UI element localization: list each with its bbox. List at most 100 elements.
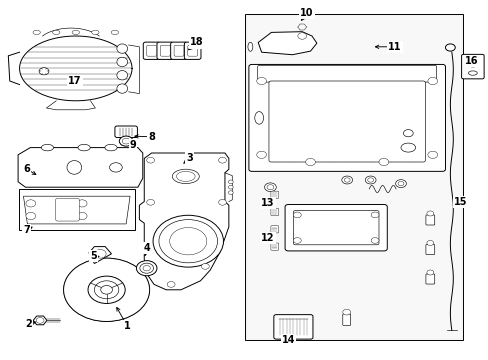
Circle shape (427, 77, 437, 85)
Ellipse shape (104, 144, 117, 151)
Ellipse shape (143, 266, 150, 271)
Circle shape (344, 178, 349, 182)
Circle shape (228, 191, 233, 194)
Text: 6: 6 (23, 164, 30, 174)
Ellipse shape (78, 144, 90, 151)
Ellipse shape (117, 71, 127, 80)
Circle shape (26, 200, 36, 207)
Ellipse shape (91, 30, 99, 35)
Text: 12: 12 (261, 233, 274, 243)
Text: 4: 4 (143, 243, 150, 253)
Text: 7: 7 (23, 225, 30, 235)
FancyBboxPatch shape (270, 243, 278, 250)
Ellipse shape (117, 84, 127, 93)
Text: 5: 5 (90, 251, 97, 261)
FancyBboxPatch shape (115, 126, 137, 138)
Circle shape (119, 136, 133, 146)
Circle shape (88, 276, 125, 303)
Circle shape (256, 151, 266, 158)
Circle shape (370, 212, 378, 218)
Circle shape (403, 130, 412, 137)
Text: 3: 3 (186, 153, 193, 163)
Ellipse shape (140, 263, 153, 273)
Ellipse shape (400, 143, 415, 152)
Circle shape (63, 258, 149, 321)
Text: 16: 16 (464, 56, 478, 66)
FancyBboxPatch shape (257, 66, 436, 82)
Ellipse shape (117, 57, 127, 67)
Polygon shape (20, 36, 132, 101)
Circle shape (218, 199, 226, 205)
Circle shape (218, 157, 226, 163)
Circle shape (36, 318, 44, 323)
FancyBboxPatch shape (293, 211, 378, 245)
Polygon shape (33, 316, 47, 325)
Circle shape (427, 151, 437, 158)
Circle shape (256, 77, 266, 85)
Bar (19, 189, 135, 230)
Text: 17: 17 (68, 76, 81, 86)
Circle shape (365, 176, 375, 184)
FancyBboxPatch shape (146, 45, 156, 56)
Circle shape (26, 212, 36, 220)
Ellipse shape (53, 30, 60, 35)
FancyBboxPatch shape (187, 45, 197, 56)
Polygon shape (89, 247, 111, 264)
FancyBboxPatch shape (425, 215, 434, 225)
Ellipse shape (468, 71, 476, 75)
Polygon shape (258, 32, 316, 55)
Circle shape (109, 163, 122, 172)
FancyBboxPatch shape (248, 64, 445, 171)
Polygon shape (23, 196, 130, 224)
FancyBboxPatch shape (270, 226, 278, 233)
Circle shape (426, 240, 433, 246)
Circle shape (228, 185, 233, 189)
Circle shape (228, 180, 233, 184)
Circle shape (77, 200, 87, 207)
Circle shape (445, 44, 454, 51)
FancyBboxPatch shape (270, 208, 278, 216)
Text: 1: 1 (123, 321, 130, 331)
Ellipse shape (117, 44, 127, 53)
Circle shape (378, 158, 388, 166)
Ellipse shape (176, 171, 195, 181)
Circle shape (293, 212, 301, 218)
Circle shape (341, 176, 352, 184)
FancyBboxPatch shape (273, 315, 312, 339)
Circle shape (101, 285, 112, 294)
Ellipse shape (67, 161, 81, 174)
Circle shape (73, 265, 140, 314)
Text: 15: 15 (453, 197, 467, 207)
Circle shape (264, 183, 276, 192)
Circle shape (370, 238, 378, 243)
Circle shape (39, 68, 49, 75)
Polygon shape (18, 148, 142, 187)
Circle shape (395, 180, 406, 188)
FancyBboxPatch shape (56, 198, 79, 221)
FancyBboxPatch shape (425, 274, 434, 284)
Circle shape (77, 212, 87, 220)
Circle shape (146, 157, 154, 163)
Circle shape (201, 264, 209, 269)
Ellipse shape (41, 144, 53, 151)
Ellipse shape (254, 112, 263, 124)
FancyBboxPatch shape (184, 42, 201, 59)
Circle shape (167, 282, 175, 287)
Ellipse shape (136, 261, 157, 276)
Ellipse shape (72, 30, 79, 35)
Circle shape (397, 181, 403, 186)
Text: 8: 8 (148, 132, 155, 142)
FancyBboxPatch shape (143, 42, 160, 59)
FancyBboxPatch shape (268, 81, 425, 162)
Text: 18: 18 (190, 37, 203, 48)
Polygon shape (139, 153, 228, 290)
Circle shape (426, 270, 433, 275)
Circle shape (146, 199, 154, 205)
Circle shape (305, 158, 315, 166)
Ellipse shape (172, 169, 199, 184)
Text: 13: 13 (261, 198, 274, 208)
FancyBboxPatch shape (285, 204, 386, 251)
FancyBboxPatch shape (270, 191, 278, 198)
Text: 2: 2 (25, 319, 32, 329)
FancyBboxPatch shape (461, 54, 483, 79)
